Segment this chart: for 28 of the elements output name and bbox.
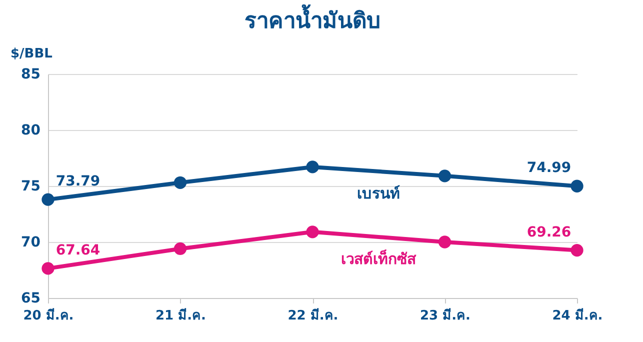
point <box>42 193 54 206</box>
point <box>174 242 187 256</box>
x-tick-label: 23 มี.ค. <box>420 308 470 324</box>
y-tick-label: 70 <box>21 234 41 250</box>
data-label: 67.64 <box>56 242 100 258</box>
x-tick-label: 20 มี.ค. <box>23 308 74 324</box>
y-tick-label: 75 <box>21 178 40 194</box>
point <box>438 170 452 182</box>
y-axis-title: $/BBL <box>10 46 52 62</box>
point <box>570 180 584 192</box>
x-tick-label: 21 มี.ค. <box>156 308 206 324</box>
data-label: 69.26 <box>526 224 572 240</box>
point <box>42 262 54 275</box>
x-tick-label: 22 มี.ค. <box>288 308 338 324</box>
series-label: เบรนท์ <box>357 184 400 202</box>
point <box>570 244 584 257</box>
point <box>306 226 319 238</box>
series-label: เวสต์เท็กซัส <box>341 248 418 268</box>
y-tick-label: 80 <box>21 122 41 138</box>
data-label: 73.79 <box>56 174 100 190</box>
y-tick-label: 85 <box>21 66 40 82</box>
chart-title: ราคาน้ำมันดิบ <box>244 4 380 34</box>
point <box>306 160 319 174</box>
y-tick-label: 65 <box>21 290 40 306</box>
point <box>438 236 452 248</box>
data-label: 74.99 <box>526 160 572 176</box>
point <box>174 176 187 189</box>
x-tick-label: 24 มี.ค. <box>552 308 603 324</box>
